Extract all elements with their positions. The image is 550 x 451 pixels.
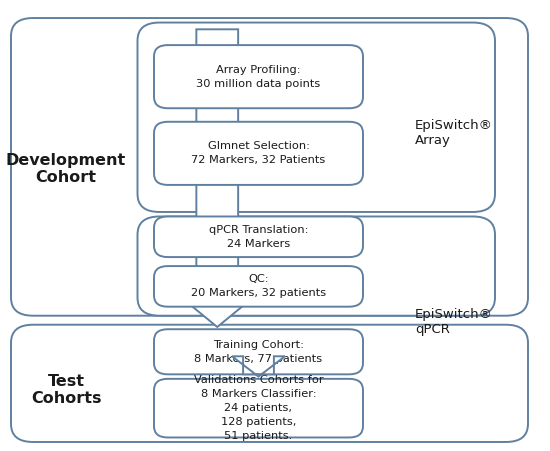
Text: QC:
20 Markers, 32 patients: QC: 20 Markers, 32 patients (191, 274, 326, 299)
Text: Validations Cohorts for
8 Markers Classifier:
24 patients,
128 patients,
51 pati: Validations Cohorts for 8 Markers Classi… (194, 375, 323, 441)
Text: Array Profiling:
30 million data points: Array Profiling: 30 million data points (196, 64, 321, 89)
FancyBboxPatch shape (154, 122, 363, 185)
FancyBboxPatch shape (154, 45, 363, 108)
Text: qPCR Translation:
24 Markers: qPCR Translation: 24 Markers (209, 225, 308, 249)
Text: Glmnet Selection:
72 Markers, 32 Patients: Glmnet Selection: 72 Markers, 32 Patient… (191, 141, 326, 166)
Text: Training Cohort:
8 Markers, 77 patients: Training Cohort: 8 Markers, 77 patients (195, 340, 322, 364)
FancyBboxPatch shape (138, 216, 495, 316)
FancyBboxPatch shape (154, 379, 363, 437)
Polygon shape (182, 29, 253, 327)
Text: EpiSwitch®
qPCR: EpiSwitch® qPCR (415, 308, 493, 336)
Polygon shape (232, 356, 285, 377)
FancyBboxPatch shape (11, 325, 528, 442)
Text: Development
Cohort: Development Cohort (6, 153, 126, 185)
FancyBboxPatch shape (154, 329, 363, 374)
FancyBboxPatch shape (154, 216, 363, 257)
FancyBboxPatch shape (138, 23, 495, 212)
Text: Test
Cohorts: Test Cohorts (31, 374, 101, 406)
Text: EpiSwitch®
Array: EpiSwitch® Array (415, 119, 493, 147)
FancyBboxPatch shape (11, 18, 528, 316)
FancyBboxPatch shape (154, 266, 363, 307)
